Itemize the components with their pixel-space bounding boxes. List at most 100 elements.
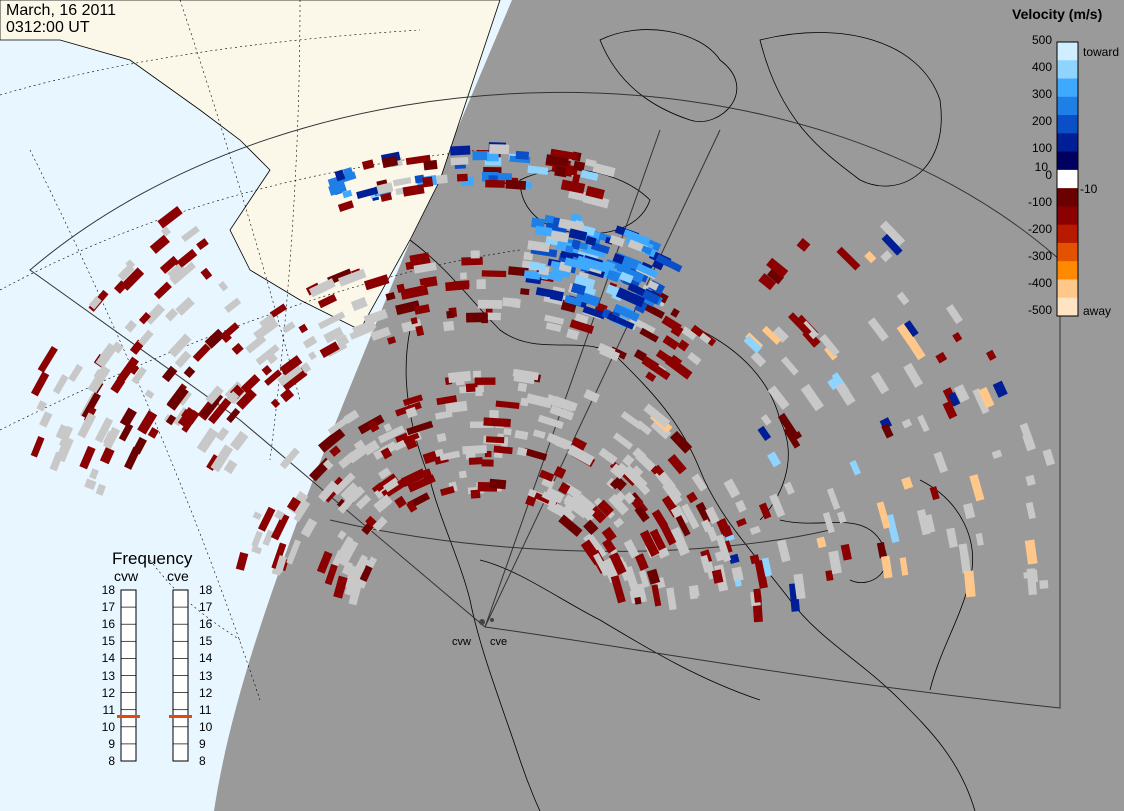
echo-cell — [800, 383, 824, 412]
echo-cell — [620, 266, 645, 284]
echo-cell — [334, 169, 346, 182]
echo-cell — [700, 554, 712, 574]
echo-cell — [147, 427, 159, 439]
echo-cell — [322, 459, 334, 471]
echo-cell — [461, 256, 483, 266]
echo-cell — [514, 429, 529, 440]
echo-cell — [196, 238, 209, 251]
echo-cell — [516, 447, 528, 457]
echo-cell — [450, 157, 469, 166]
echo-cell — [527, 240, 551, 253]
echo-cell — [958, 543, 970, 563]
echo-cell — [634, 505, 650, 523]
echo-cell — [662, 335, 680, 350]
frequency-panels — [117, 589, 192, 762]
graticule — [0, 0, 521, 701]
colorbar-tick-label: -10 — [1080, 182, 1098, 196]
echo-cell — [635, 420, 653, 436]
echo-cell — [346, 444, 368, 464]
echo-cell — [545, 322, 562, 333]
echo-cell — [422, 176, 434, 188]
echo-cell — [349, 324, 375, 340]
echo-cell — [962, 502, 976, 520]
echo-cell — [864, 251, 877, 264]
echo-cell — [282, 321, 296, 334]
echo-cell — [220, 322, 240, 341]
echo-cell — [93, 368, 106, 381]
echo-cell — [585, 235, 597, 246]
echo-cell — [317, 293, 338, 309]
frequency-scale-label: 15 — [101, 634, 115, 649]
echo-cell — [623, 565, 640, 593]
echo-cell — [392, 177, 412, 187]
colorbar-swatch — [1057, 279, 1078, 299]
echo-cell — [395, 300, 421, 316]
colorbar-swatch — [1057, 42, 1078, 61]
echo-cell — [465, 383, 478, 393]
echo-cell — [1025, 501, 1036, 520]
echo-cell — [512, 368, 539, 381]
echo-cell — [88, 295, 102, 310]
echo-cell — [406, 500, 418, 513]
echo-cell — [776, 539, 791, 563]
echo-cell — [573, 274, 596, 290]
site-marker-cve — [490, 618, 494, 622]
echo-cell — [400, 468, 427, 487]
echo-cell — [253, 318, 279, 341]
frequency-scale-label: 16 — [101, 617, 115, 632]
echo-cell — [549, 435, 570, 450]
echo-cell — [344, 565, 361, 590]
echo-cell — [885, 514, 900, 543]
echo-cell — [58, 425, 74, 448]
echo-cell — [445, 280, 470, 292]
echo-cell — [677, 339, 690, 352]
echo-cell — [881, 555, 893, 579]
echo-cell — [601, 526, 617, 543]
echo-cell — [537, 414, 564, 429]
echo-cell — [880, 250, 893, 263]
echo-cell — [638, 570, 650, 588]
echo-cell — [459, 272, 467, 280]
colorbar-swatch — [1057, 224, 1078, 244]
echo-cell — [406, 420, 434, 436]
echo-cell — [577, 493, 599, 514]
echo-cell — [547, 229, 570, 243]
echo-cell — [541, 477, 555, 489]
frequency-scale-label: 11 — [199, 702, 212, 717]
echo-cell — [328, 181, 347, 196]
frequency-scale-label: 9 — [199, 736, 206, 751]
echo-cell — [332, 472, 356, 496]
colorbar-tick-label: -200 — [1027, 222, 1052, 236]
echo-cell — [613, 517, 625, 528]
echo-cell — [953, 384, 970, 403]
echo-cell — [402, 184, 425, 197]
echo-cell — [870, 371, 890, 395]
echo-cell — [181, 420, 193, 433]
echo-cell — [439, 450, 461, 461]
echo-cell — [370, 326, 391, 341]
echo-cell — [410, 317, 418, 325]
echo-cell — [942, 400, 958, 420]
echo-cell — [164, 308, 179, 322]
echo-cell — [634, 596, 642, 605]
echo-cell — [666, 587, 677, 611]
echo-cell — [495, 400, 520, 409]
echo-cell — [822, 511, 835, 534]
echo-cell — [660, 524, 677, 546]
colorbar-tick-label: 200 — [1031, 114, 1052, 128]
frequency-scale-label: 8 — [199, 754, 206, 768]
echo-cell — [757, 425, 772, 442]
echo-cell — [580, 169, 599, 181]
echo-cell — [881, 233, 903, 256]
echo-cell — [602, 538, 617, 554]
echo-cell — [489, 478, 507, 490]
colorbar-swatch — [1057, 115, 1078, 134]
echo-cell — [415, 325, 425, 337]
frequency-scale-label: 14 — [101, 651, 115, 666]
echo-cell — [270, 398, 281, 409]
echo-cell — [229, 430, 249, 451]
colorbar-tick-label: -100 — [1027, 195, 1052, 209]
echo-cell — [633, 349, 647, 362]
echo-cell — [608, 552, 627, 576]
